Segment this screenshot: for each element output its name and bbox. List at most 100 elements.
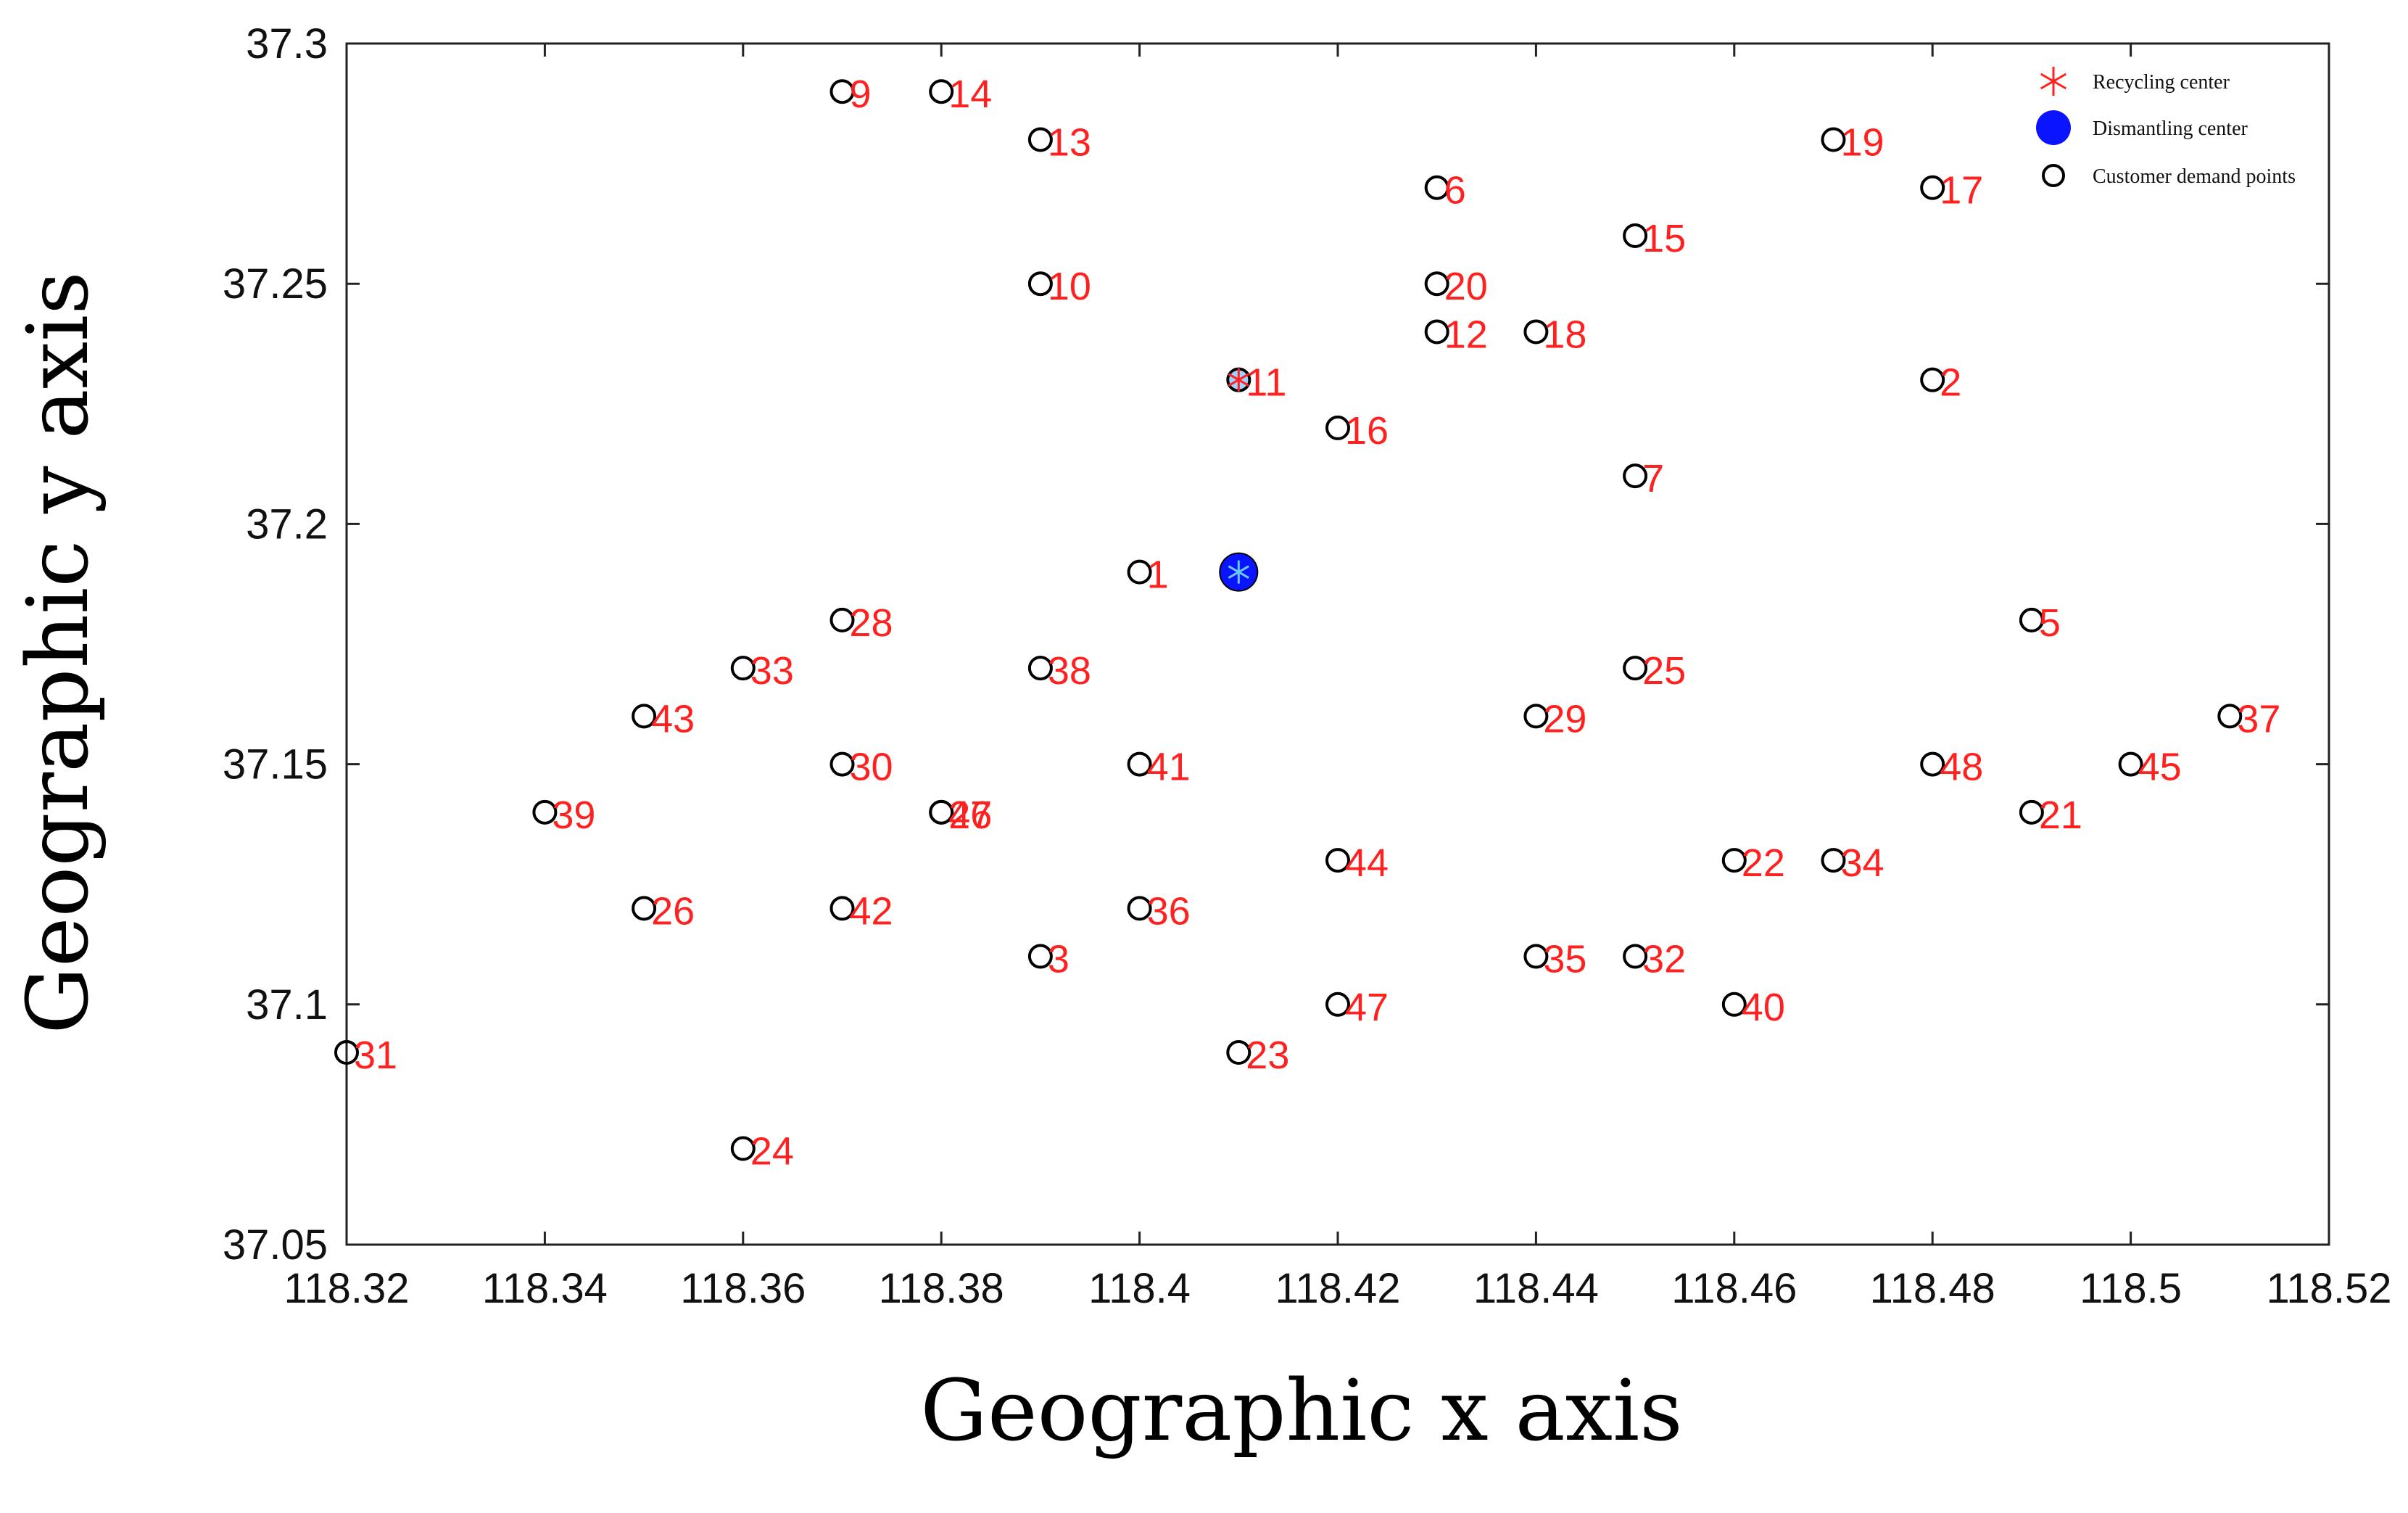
asterisk-stroke: [1228, 565, 1249, 579]
customer-point-label: 38: [1048, 649, 1091, 693]
y-tick-label: 37.3: [246, 20, 328, 67]
customer-point-label: 29: [1543, 697, 1586, 741]
customer-point-marker: [1027, 127, 1053, 152]
customer-point-label: 24: [750, 1130, 794, 1174]
customer-point-label: 33: [750, 649, 794, 693]
customer-point-label: 20: [1444, 265, 1488, 308]
customer-point-marker: [1523, 944, 1549, 969]
customer-point-label: 43: [651, 697, 695, 741]
y-tick-label: 37.25: [223, 260, 328, 308]
customer-point-marker: [1325, 848, 1350, 873]
recycling-center-marker: [1228, 560, 1249, 584]
customer-point-marker: [730, 656, 756, 681]
legend-customer-icon: [2042, 164, 2065, 187]
customer-point-label: 37: [2237, 697, 2280, 741]
labels-layer: 1235679101112131415161718192021222324252…: [354, 73, 2280, 1173]
customer-point-marker: [1821, 848, 1846, 873]
legend-entry-label: Dismantling center: [2093, 118, 2248, 140]
x-tick-label: 118.46: [1671, 1265, 1797, 1312]
customer-point-marker: [1127, 751, 1152, 777]
customer-point-marker: [829, 751, 855, 777]
customer-point-marker: [1027, 656, 1053, 681]
customer-point-label: 11: [1246, 361, 1286, 405]
customer-point-label: 39: [552, 793, 595, 837]
customer-point-label: 48: [1940, 746, 1983, 789]
y-tick-label: 37.15: [223, 741, 328, 788]
plot-border: [345, 42, 2330, 1246]
customer-point-marker: [829, 896, 855, 921]
customer-point-label: 1: [1147, 553, 1169, 597]
customer-point-label: 13: [1048, 120, 1091, 164]
customer-point-marker: [1920, 175, 1945, 200]
x-tick-label: 118.5: [2080, 1265, 2182, 1312]
customer-point-marker: [1027, 271, 1053, 297]
customer-point-marker: [1920, 751, 1945, 777]
customer-point-label: 3: [1048, 938, 1069, 981]
customer-point-label: 31: [354, 1034, 397, 1077]
customer-point-label: 22: [1742, 841, 1785, 885]
customer-point-marker: [1027, 944, 1053, 969]
y-tick-label: 37.1: [246, 981, 328, 1028]
customer-point-marker: [829, 79, 855, 104]
customer-point-marker: [730, 1136, 756, 1161]
points-layer: [334, 79, 2243, 1161]
customer-point-marker: [532, 799, 558, 825]
customer-point-marker: [2019, 799, 2044, 825]
customer-point-marker: [929, 79, 954, 104]
customer-point-marker: [829, 607, 855, 632]
customer-point-marker: [632, 896, 657, 921]
customer-point-label: 10: [1048, 265, 1091, 308]
x-tick-label: 118.36: [680, 1265, 806, 1312]
customer-point-label: 35: [1543, 938, 1586, 981]
customer-point-label: 5: [2039, 601, 2061, 645]
legend-entry-label: Customer demand points: [2093, 165, 2296, 188]
customer-point-label: 46: [948, 793, 992, 837]
customer-point-marker: [1623, 944, 1648, 969]
customer-point-marker: [1721, 992, 1747, 1017]
x-tick-label: 118.32: [284, 1265, 409, 1312]
customer-point-marker: [1127, 559, 1152, 585]
legend-dismantling-icon: [2036, 110, 2071, 145]
customer-point-marker: [1623, 463, 1648, 489]
customer-point-marker: [1623, 656, 1648, 681]
customer-point-marker: [1424, 175, 1449, 200]
customer-point-label: 16: [1345, 409, 1389, 453]
customer-point-marker: [1226, 1040, 1251, 1065]
customer-point-label: 2: [1940, 361, 1961, 405]
customer-point-label: 9: [850, 73, 872, 116]
x-tick-label: 118.44: [1473, 1265, 1599, 1312]
legend-recycling-icon: [2040, 67, 2067, 96]
customer-point-label: 40: [1742, 986, 1785, 1029]
customer-point-label: 12: [1444, 313, 1488, 356]
customer-point-marker: [1821, 127, 1846, 152]
customer-point-label: 32: [1642, 938, 1686, 981]
customer-point-label: 42: [850, 889, 893, 933]
customer-point-marker: [1623, 223, 1648, 248]
customer-point-label: 14: [948, 73, 992, 116]
x-tick-label: 118.48: [1870, 1265, 1995, 1312]
y-tick-label: 37.05: [223, 1221, 328, 1269]
customer-point-marker: [1424, 271, 1449, 297]
customer-point-marker: [1523, 704, 1549, 729]
customer-point-marker: [334, 1040, 359, 1065]
recycling-center-marker: [1228, 368, 1249, 392]
customer-point-label: 7: [1642, 457, 1664, 500]
customer-point-label: 6: [1444, 169, 1466, 213]
customer-point-marker: [1523, 319, 1549, 345]
x-tick-label: 118.38: [879, 1265, 1004, 1312]
plot-frame: [345, 42, 2330, 1246]
customer-point-label: 15: [1642, 217, 1686, 260]
customer-point-marker: [632, 704, 657, 729]
asterisk-stroke: [1228, 373, 1249, 387]
x-axis-title: Geographic x axis: [920, 1362, 1682, 1460]
customer-point-marker: [1325, 992, 1350, 1017]
x-tick-label: 118.52: [2266, 1265, 2391, 1312]
x-tick-label: 118.4: [1088, 1265, 1191, 1312]
y-tick-label: 37.2: [246, 500, 328, 548]
customer-point-label: 21: [2039, 793, 2082, 837]
customer-point-marker: [2118, 751, 2143, 777]
customer-point-marker: [1127, 896, 1152, 921]
customer-point-marker: [1424, 319, 1449, 345]
